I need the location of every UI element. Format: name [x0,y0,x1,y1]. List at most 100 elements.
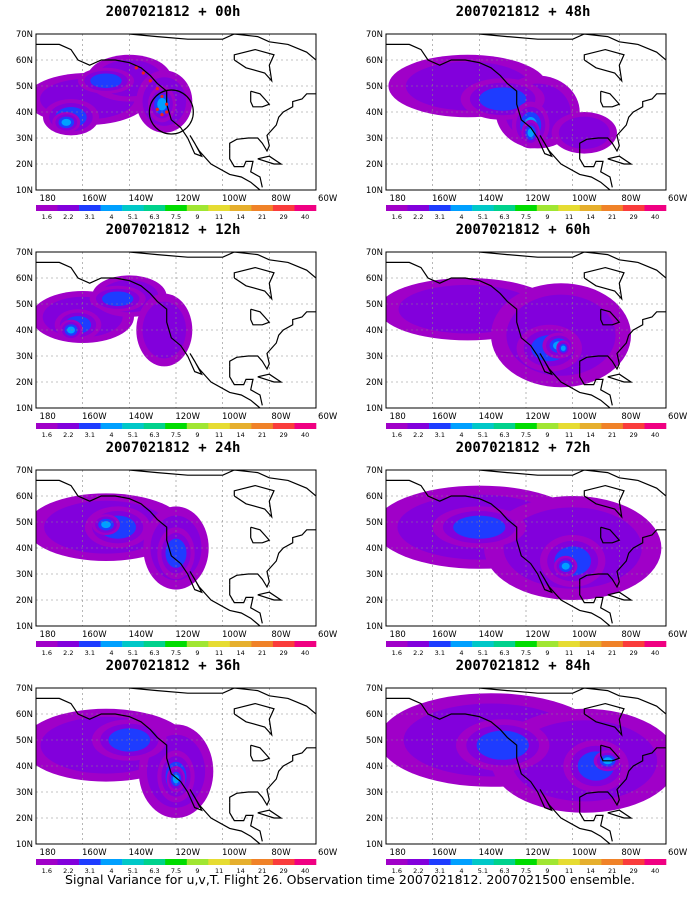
colorbar-swatch [57,205,80,211]
colorbar-swatch [386,205,408,211]
colorbar-label: 21 [258,649,266,657]
longitude-label: 80W [271,630,291,640]
colorbar-swatch [493,641,516,647]
latitude-label: 70N [366,248,383,258]
colorbar-label: 2.2 [413,213,423,221]
colorbar-swatch [536,205,559,211]
colorbar-label: 1.6 [392,213,402,221]
longitude-label: 180 [40,194,56,204]
colorbar-label: 40 [651,431,659,439]
map-plot: 70N 60N 50N 40N 30N 20N 10N 180 160W 140W 120W 100W… [16,30,338,221]
colorbar-swatch [208,423,231,429]
colorbar-label: 6.3 [499,867,509,875]
latitude-label: 10N [366,404,383,414]
longitude-label: 180 [40,630,56,640]
colorbar-swatch [622,859,645,865]
colorbar-label: 1.6 [42,649,52,657]
colorbar-label: 7.5 [171,213,181,221]
colorbar-label: 9 [545,213,549,221]
latitude-label: 10N [366,186,383,196]
coastline [229,148,263,188]
coastline [233,48,275,83]
colorbar-swatch [294,859,317,865]
map-frame [385,469,667,627]
colorbar-swatch [143,205,166,211]
colorbar-swatch [208,205,231,211]
longitude-label: 60W [668,848,688,858]
colorbar-label: 3.1 [435,867,445,875]
colorbar-label: 6.3 [149,867,159,875]
longitude-label: 160W [82,630,107,640]
coastline [229,747,316,807]
colorbar-swatch [143,641,166,647]
longitude-label: 60W [318,848,338,858]
panel-title: 2007021812 + 00h [105,4,241,20]
colorbar-label: 14 [586,867,594,875]
colorbar-swatch [122,205,144,211]
map-panel: 2007021812 + 12h 70N 60N 50N 40N 30N 20N 10N 180… [8,222,338,439]
colorbar-label: 11 [565,649,573,657]
latitude-label: 60N [366,492,383,502]
latitude-label: 50N [366,82,383,92]
colorbar-swatch [622,423,645,429]
latitude-label: 70N [16,248,33,258]
variance-contour [102,291,134,307]
variance-contour [165,538,187,568]
latitude-label: 70N [16,684,33,694]
variance-contour [479,87,527,111]
colorbar-label: 6.3 [149,213,159,221]
colorbar-label: 40 [301,213,309,221]
colorbar-label: 1.6 [392,649,402,657]
colorbar-label: 6.3 [149,431,159,439]
colorbar-label: 29 [280,649,288,657]
observation-point [160,113,164,117]
coastline [579,148,613,188]
coastline [600,308,621,326]
latitude-label: 20N [366,596,383,606]
colorbar-swatch [579,205,602,211]
longitude-label: 120W [525,630,550,640]
observation-point [141,71,145,75]
latitude-label: 10N [16,186,33,196]
observation-point [134,66,138,70]
longitude-label: 120W [175,194,200,204]
latitude-label: 10N [366,840,383,850]
longitude-label: 100W [572,848,597,858]
colorbar-swatch [601,859,624,865]
observation-point [155,87,159,91]
latitude-label: 40N [366,108,383,118]
coastline [229,311,316,371]
colorbar-label: 9 [545,867,549,875]
coastline [250,744,271,762]
variance-contour [476,730,529,760]
colorbar-label: 1.6 [392,431,402,439]
coastline [583,266,625,301]
colorbar-swatch [429,423,451,429]
coastline [579,747,666,807]
longitude-label: 80W [271,412,291,422]
colorbar-swatch [644,205,667,211]
colorbar-swatch [644,859,667,865]
longitude-label: 180 [40,412,56,422]
colorbar-swatch [186,423,209,429]
colorbar-swatch [122,423,144,429]
panel-title: 2007021812 + 36h [105,658,241,674]
colorbar-label: 14 [236,649,244,657]
colorbar-label: 29 [630,649,638,657]
colorbar-label: 11 [215,649,223,657]
longitude-label: 160W [432,848,457,858]
colorbar-swatch [165,205,187,211]
longitude-label: 140W [129,412,154,422]
colorbar-swatch [579,641,602,647]
longitude-label: 160W [432,630,457,640]
latitude-label: 40N [16,544,33,554]
colorbar-label: 9 [195,431,199,439]
latitude-label: 60N [16,56,33,66]
colorbar-label: 5.1 [478,649,488,657]
coastline [250,90,271,108]
panel-title: 2007021812 + 60h [455,222,591,238]
coastline [257,373,283,383]
latitude-label: 60N [366,710,383,720]
map-plot: 70N 60N 50N 40N 30N 20N 10N 180 160W 140W 120W 100W… [366,248,688,439]
latitude-label: 10N [16,840,33,850]
